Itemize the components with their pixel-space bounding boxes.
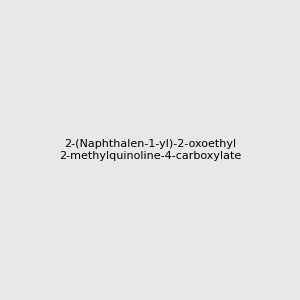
Text: 2-(Naphthalen-1-yl)-2-oxoethyl 2-methylquinoline-4-carboxylate: 2-(Naphthalen-1-yl)-2-oxoethyl 2-methylq… [59,139,241,161]
